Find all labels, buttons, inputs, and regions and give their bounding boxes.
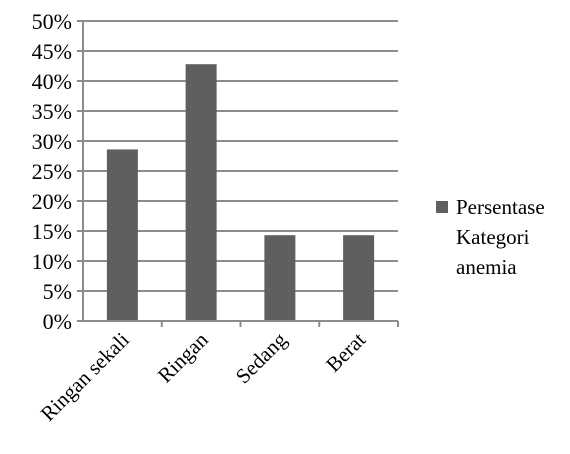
x-axis: Ringan sekali Ringan Sedang Berat (36, 320, 399, 426)
y-tick-label: 0% (43, 309, 72, 334)
y-tick-label: 20% (32, 189, 72, 214)
y-tick-label: 50% (32, 9, 72, 34)
x-tick-label: Sedang (231, 327, 292, 388)
y-tick-label: 15% (32, 219, 72, 244)
bar (185, 64, 217, 321)
y-tick-label: 45% (32, 39, 72, 64)
y-tick-label: 35% (32, 99, 72, 124)
y-tick-label: 25% (32, 159, 72, 184)
y-axis: 0% 5% 10% 15% 20% 25% 30% 35% 40% 45% 50% (32, 9, 84, 334)
legend-label-line-1: Persentase (456, 195, 545, 219)
x-tick-label: Ringan (153, 327, 213, 387)
bar (343, 235, 375, 321)
legend-label-line-2: Kategori (456, 225, 530, 249)
bar (106, 149, 138, 321)
y-tick-label: 5% (43, 279, 72, 304)
y-tick-label: 30% (32, 129, 72, 154)
legend-swatch (436, 201, 448, 213)
x-tick-label: Berat (321, 327, 370, 376)
y-tick-label: 10% (32, 249, 72, 274)
legend-label-line-3: anemia (456, 255, 517, 279)
legend: Persentase Kategori anemia (436, 195, 545, 279)
bars (106, 64, 375, 321)
x-tick-label: Ringan sekali (36, 327, 134, 425)
y-tick-label: 40% (32, 69, 72, 94)
bar (264, 235, 296, 321)
